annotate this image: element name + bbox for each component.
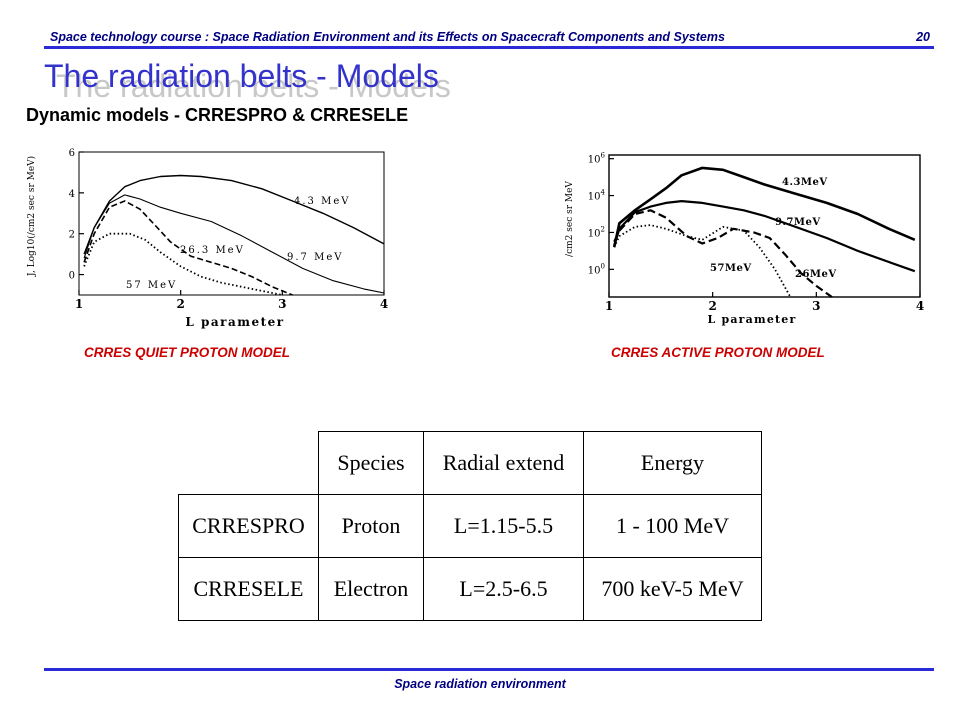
- table-cell-radial: L=1.15-5.5: [423, 494, 584, 558]
- quiet-x-axis-label: L parameter: [185, 315, 284, 329]
- table-corner-cell: [178, 431, 319, 495]
- y-tick-label: 6: [69, 148, 75, 159]
- x-tick-label: 1: [75, 297, 83, 311]
- active-proton-chart: /cm2 sec sr MeV 1 2 3 4 106 104 102 100 4.3MeV 9.…: [562, 145, 942, 335]
- slide-footer: Space radiation environment: [394, 677, 566, 691]
- active-model-caption: CRRES ACTIVE PROTON MODEL: [611, 345, 825, 360]
- active-proton-chart-svg: /cm2 sec sr MeV 1 2 3 4 106 104 102 100 4.3MeV 9.…: [565, 152, 924, 326]
- page-number: 20: [916, 30, 930, 44]
- y-tick-label: 100: [588, 262, 605, 276]
- series-label: 26.3 MeV: [180, 245, 245, 256]
- table-row-name: CRRESELE: [178, 557, 319, 621]
- series-line-9-7-mev: [83, 194, 385, 294]
- active-x-axis-label: L parameter: [707, 313, 796, 326]
- slide-title-shadow: The radiation belts - Models: [56, 68, 451, 104]
- series-label: 4.3 MeV: [294, 196, 350, 207]
- slide-title-text: The radiation belts - Models: [44, 58, 439, 94]
- quiet-y-axis-label: J, Log10(/cm2 sec sr MeV): [26, 156, 37, 277]
- table-cell-radial: L=2.5-6.5: [423, 557, 584, 621]
- series-label: 4.3MeV: [782, 177, 828, 188]
- table-cell-species: Proton: [318, 494, 424, 558]
- course-title: Space technology course : Space Radiatio…: [50, 30, 725, 44]
- series-line-26-3-mev: [83, 200, 293, 296]
- series-line-57mev: [613, 224, 792, 298]
- series-label: 26MeV: [795, 269, 837, 280]
- slide-subtitle: Dynamic models - CRRESPRO & CRRESELE: [26, 105, 409, 125]
- x-tick-label: 4: [916, 299, 924, 313]
- x-tick-label: 2: [708, 299, 716, 313]
- table-cell-species: Electron: [318, 557, 424, 621]
- slide-title: The radiation belts - Models The radiati…: [44, 58, 451, 104]
- x-tick-label: 4: [380, 297, 388, 311]
- footer-rule: [44, 668, 934, 671]
- x-tick-label: 2: [176, 297, 184, 311]
- quiet-model-caption: CRRES QUIET PROTON MODEL: [84, 345, 291, 360]
- active-y-axis-label: /cm2 sec sr MeV: [565, 181, 575, 257]
- series-label: 9.7MeV: [775, 217, 821, 228]
- x-tick-label: 3: [812, 299, 820, 313]
- series-line-4-3-mev: [83, 174, 385, 255]
- quiet-y-axis-label-text: J, Log10(/cm2 sec sr MeV): [26, 156, 37, 277]
- y-tick-label: 104: [588, 189, 606, 203]
- plot-frame: [608, 154, 921, 298]
- y-tick-label: 0: [69, 271, 75, 282]
- table-row: CRRESELE Electron L=2.5-6.5 700 keV-5 Me…: [178, 557, 762, 621]
- x-tick-label: 1: [605, 299, 613, 313]
- models-table: Species Radial extend Energy CRRESPRO Pr…: [178, 431, 762, 621]
- series-label: 9.7 MeV: [287, 252, 343, 263]
- quiet-proton-chart-svg: J, Log10(/cm2 sec sr MeV) 1 2 3 4 6 4 2 0 4.3 Me…: [26, 148, 388, 329]
- y-tick-label: 2: [69, 230, 75, 241]
- table-row: CRRESPRO Proton L=1.15-5.5 1 - 100 MeV: [178, 494, 762, 558]
- table-header-energy: Energy: [583, 431, 762, 495]
- slide-header: Space technology course : Space Radiatio…: [46, 30, 934, 46]
- series-label: 57MeV: [710, 263, 752, 274]
- table-row-name: CRRESPRO: [178, 494, 319, 558]
- table-cell-energy: 700 keV-5 MeV: [583, 557, 762, 621]
- y-tick-label: 4: [69, 189, 75, 200]
- table-header-species: Species: [318, 431, 424, 495]
- x-tick-label: 3: [278, 297, 286, 311]
- y-tick-label: 102: [588, 225, 605, 239]
- table-header-row: Species Radial extend Energy: [178, 431, 762, 495]
- series-line-4-3mev: [612, 166, 916, 248]
- series-line-9-7mev: [613, 200, 916, 273]
- quiet-proton-chart: J, Log10(/cm2 sec sr MeV) 1 2 3 4 6 4 2 0 4.3 Me…: [22, 140, 402, 335]
- y-tick-label: 106: [588, 152, 606, 166]
- header-rule: [44, 46, 934, 49]
- plot-frame: [78, 151, 385, 296]
- series-label: 57 MeV: [126, 280, 177, 291]
- series-line-26mev: [613, 209, 833, 298]
- series-line-57-mev: [83, 232, 283, 296]
- table-header-radial: Radial extend: [423, 431, 584, 495]
- table-cell-energy: 1 - 100 MeV: [583, 494, 762, 558]
